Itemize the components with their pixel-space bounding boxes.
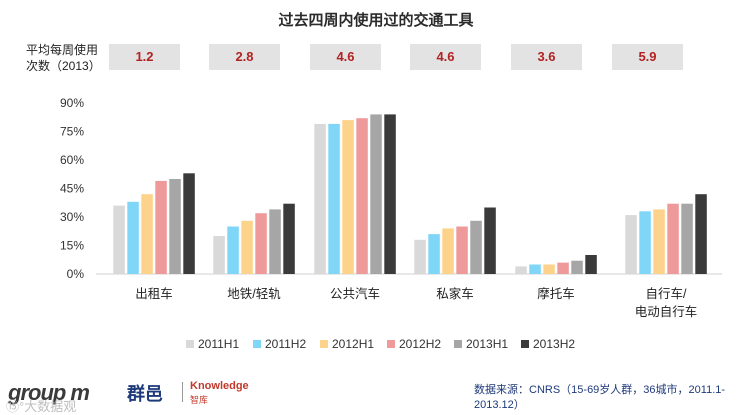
brand-divider [182,382,183,402]
bar-2013h1-1 [269,209,281,274]
y-tick-label: 60% [60,153,84,167]
bar-2012h2-0 [155,180,167,274]
bar-2013h2-1 [283,203,295,274]
bar-2012h2-2 [356,118,368,274]
chart-title: 过去四周内使用过的交通工具 [278,12,474,29]
x-category-label: 私家车 [436,286,474,301]
legend-label: 2013H1 [466,337,509,351]
bar-2013h2-4 [585,255,597,274]
bar-2011h1-1 [213,236,225,274]
x-category-label: 电动自行车 [635,304,698,319]
bar-2011h2-2 [328,123,340,275]
bar-2011h1-2 [314,123,326,275]
legend-swatch [186,339,194,348]
legend-label: 2011H2 [265,337,307,351]
x-category-label: 摩托车 [537,286,575,301]
bar-2013h2-2 [384,114,396,275]
bar-2013h1-5 [681,203,693,274]
y-tick-label: 90% [60,96,84,110]
bar-2012h1-1 [241,220,253,274]
frequency-label-line2: 次数（2013） [26,59,101,73]
legend-label: 2013H2 [533,337,576,351]
bar-2013h2-0 [183,173,195,274]
legend-label: 2012H1 [332,337,375,351]
data-source-line2: 2013.12） [474,399,525,411]
legend-label: 2011H1 [198,337,240,351]
bar-2013h1-0 [169,179,181,274]
frequency-value-motorcycle: 3.6 [511,44,582,70]
bar-2011h1-3 [414,239,426,274]
bar-2011h2-4 [529,264,541,274]
bar-2011h1-0 [113,205,125,274]
frequency-value-bus: 4.6 [310,44,381,70]
x-category-label: 自行车/ [646,286,688,301]
brand-knowledge: Knowledge [190,380,249,392]
bar-2012h2-4 [557,262,569,274]
frequency-value-taxi: 1.2 [109,44,180,70]
legend-swatch [521,339,529,348]
bar-2012h1-0 [141,194,153,274]
legend-item-2013h2: 2013H2 [521,336,575,352]
bar-2011h2-5 [639,211,651,274]
legend-swatch [320,339,328,348]
bar-2012h1-4 [543,264,555,274]
bar-2013h2-5 [695,194,707,274]
y-tick-label: 75% [60,125,84,139]
frequency-value-private-car: 4.6 [410,44,481,70]
frequency-value-subway: 2.8 [209,44,280,70]
bar-2013h1-3 [470,220,482,274]
bar-2011h2-0 [127,201,139,274]
legend-item-2013h1: 2013H1 [454,336,508,352]
watermark: ⑮°大数据观 [6,399,77,414]
legend-item-2011h1: 2011H1 [186,336,239,352]
legend-swatch [387,339,395,348]
bar-2012h2-3 [456,226,468,274]
bar-2011h1-5 [625,215,637,274]
bar-2011h2-3 [428,234,440,274]
bar-2012h1-5 [653,209,665,274]
bar-2011h1-4 [515,266,527,274]
y-tick-label: 15% [60,239,84,253]
bar-2012h2-1 [255,213,267,274]
y-tick-label: 45% [60,182,84,196]
legend-swatch [253,339,261,348]
bar-2013h1-2 [370,114,382,275]
x-category-label: 公共汽车 [330,286,380,301]
frequency-label: 平均每周使用 次数（2013） [26,42,101,74]
bar-2011h2-1 [227,226,239,274]
x-category-label: 出租车 [135,286,173,301]
bar-2013h2-3 [484,207,496,274]
bar-2012h2-5 [667,203,679,274]
legend-item-2012h1: 2012H1 [320,336,374,352]
legend-item-2011h2: 2011H2 [253,336,306,352]
legend-item-2012h2: 2012H2 [387,336,441,352]
bar-2012h1-2 [342,120,354,274]
y-tick-label: 0% [67,267,85,281]
data-source: 数据来源：CNRS（15-69岁人群，36城市，2011.1- 2013.12） [474,383,746,413]
bar-2013h1-4 [571,260,583,274]
brand-knowledge-cn: 智库 [190,395,209,405]
frequency-value-bicycle: 5.9 [612,44,683,70]
legend-swatch [454,339,462,348]
data-source-line1: 数据来源：CNRS（15-69岁人群，36城市，2011.1- [474,384,726,396]
y-tick-label: 30% [60,210,84,224]
x-category-label: 地铁/轻轨 [227,287,281,301]
bar-2012h1-3 [442,228,454,274]
brand-name-cn: 群邑 [127,384,163,404]
legend-label: 2012H2 [399,337,442,351]
brand-logo: group m [8,380,90,405]
frequency-label-line1: 平均每周使用 [26,43,99,57]
